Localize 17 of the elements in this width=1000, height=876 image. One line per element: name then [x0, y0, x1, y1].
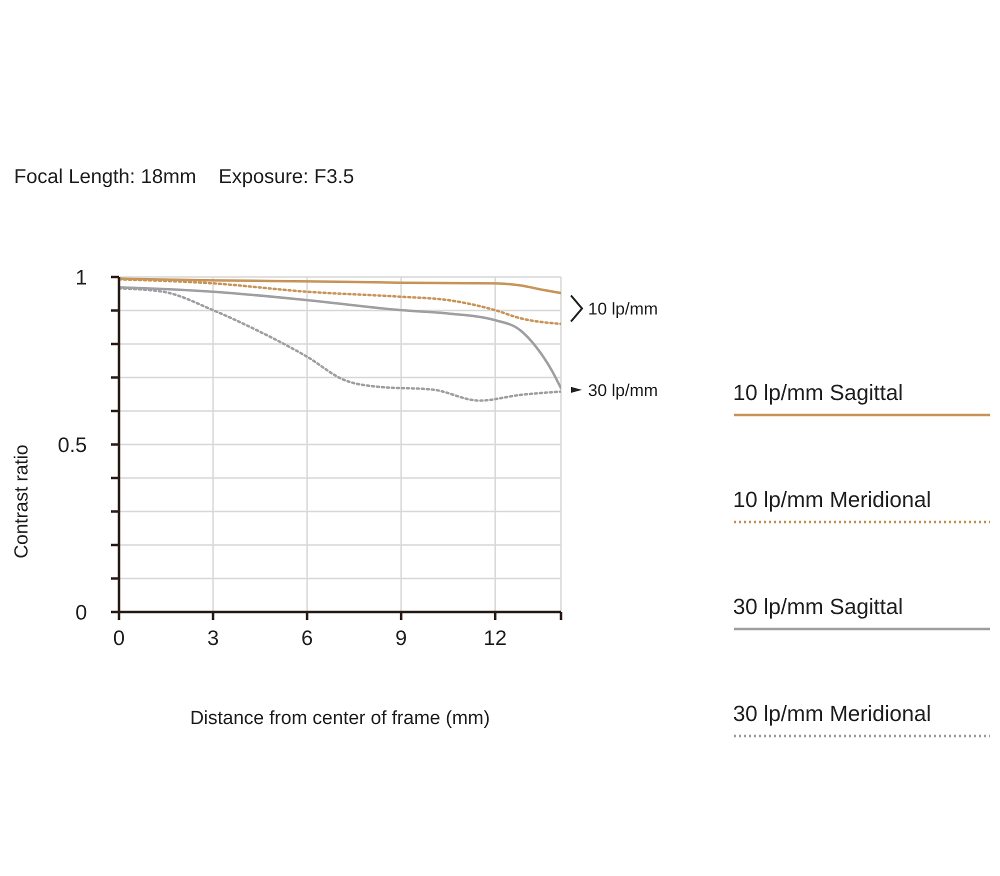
text: 30 lp/mm — [588, 380, 658, 400]
text: 10 lp/mm — [588, 299, 658, 318]
x-tick-label: 9 — [395, 626, 407, 650]
text: 10 lp/mm Sagittal — [733, 380, 904, 406]
x-tick-label: 3 — [207, 626, 219, 650]
x-tick-label: 12 — [483, 626, 507, 650]
text: 30 lp/mm Sagittal — [733, 594, 904, 620]
text: 30 lp/mm Meridional — [733, 701, 932, 727]
y-tick-label: 0 — [75, 601, 87, 624]
y-tick-label: 0.5 — [58, 434, 87, 457]
x-tick-label: 6 — [301, 626, 313, 650]
x-tick-label: 0 — [113, 626, 125, 650]
chart-title: Focal Length: 18mm Exposure: F3.5 — [14, 166, 354, 189]
text: 10 lp/mm Meridional — [733, 487, 932, 513]
y-axis-title: Contrast ratio — [12, 444, 33, 559]
x-axis-title: Distance from center of frame (mm) — [190, 708, 490, 729]
y-tick-label: 1 — [75, 266, 87, 290]
